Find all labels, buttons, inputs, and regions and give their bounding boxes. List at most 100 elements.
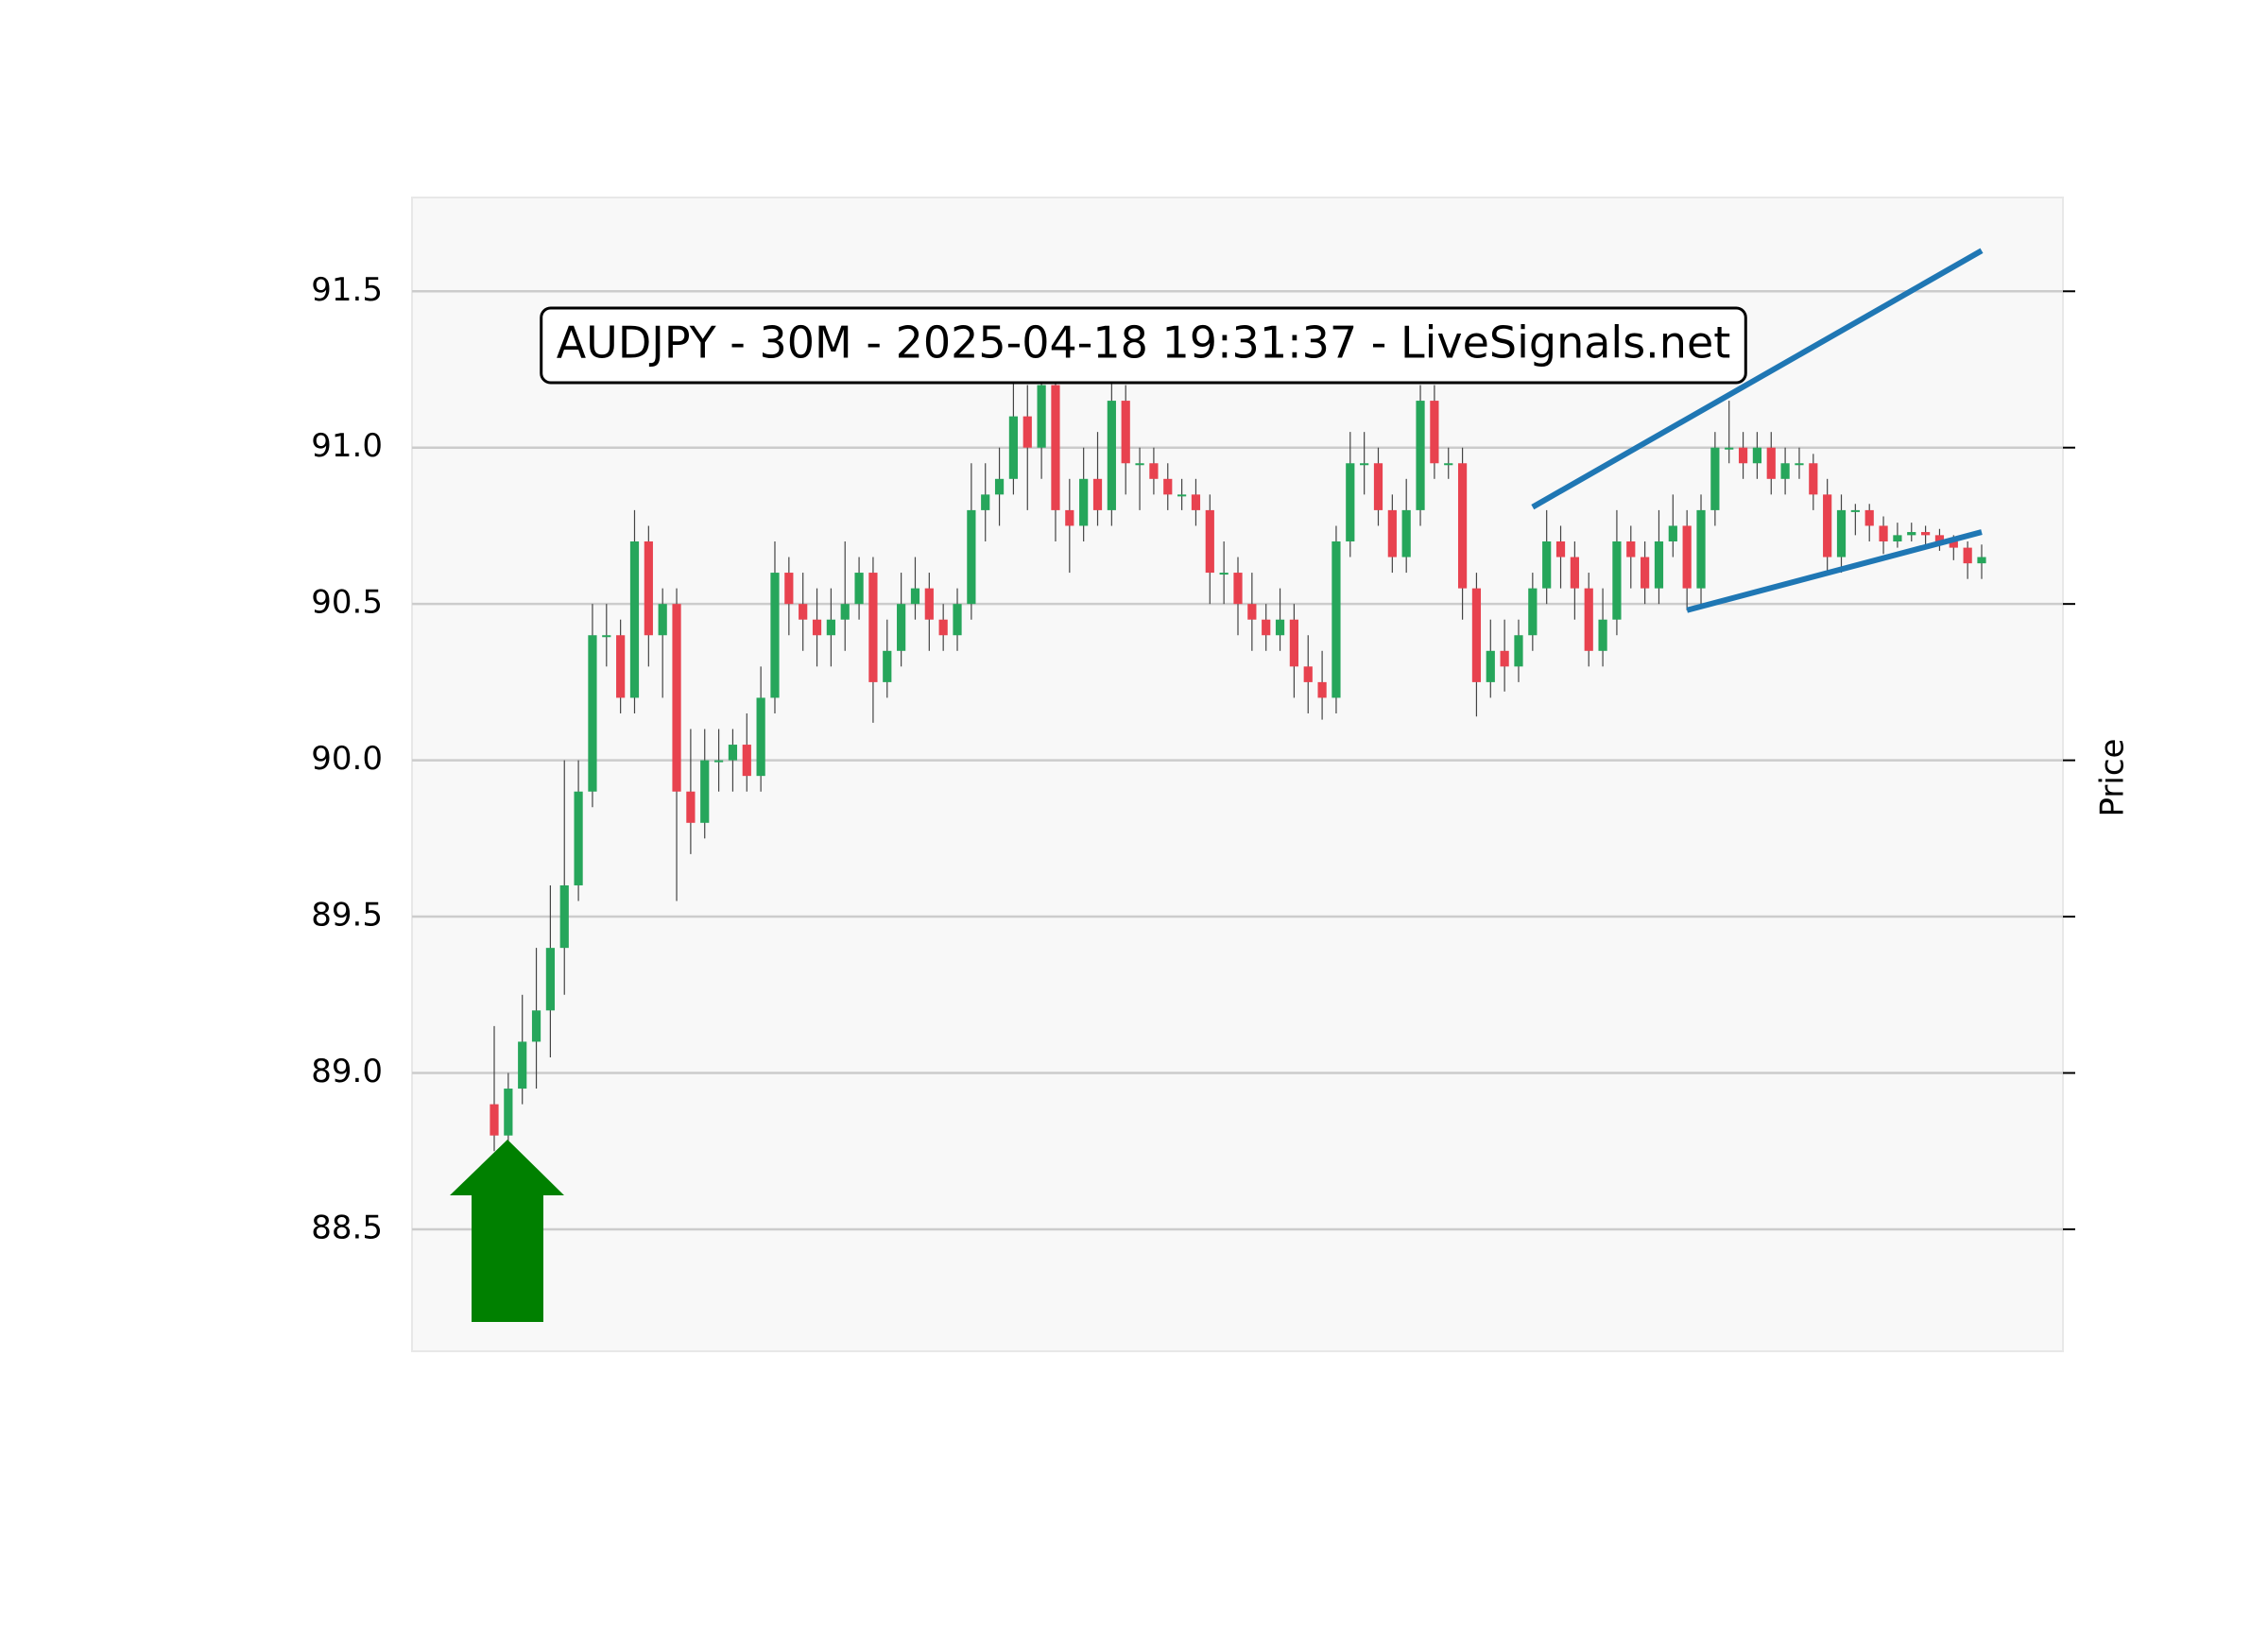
signal-arrow (450, 1140, 564, 1322)
candle-body (1346, 463, 1355, 541)
candle-body (1360, 463, 1369, 466)
candle-body (545, 948, 555, 1011)
candle-body (1500, 650, 1509, 667)
candle-body (1879, 525, 1888, 541)
candle-body (518, 1041, 527, 1090)
candle-body (1584, 588, 1593, 651)
candle-body (1373, 463, 1383, 510)
candle-body (1262, 619, 1271, 636)
candle-body (1092, 478, 1103, 510)
candle-body (1809, 463, 1818, 495)
candle-body (559, 884, 569, 949)
title-box: AUDJPY - 30M - 2025-04-18 19:31:37 - Liv… (540, 306, 1747, 385)
candle-body (1682, 525, 1692, 589)
candle-body (504, 1089, 513, 1136)
trendline (1531, 248, 1984, 510)
candle-body (897, 604, 906, 651)
candle-body (1457, 463, 1468, 589)
candle-body (1850, 509, 1860, 512)
candle-body (1963, 547, 1972, 564)
candle-body (1598, 619, 1607, 651)
candle-body (1907, 532, 1916, 536)
candle-body (1303, 666, 1313, 682)
candle-body (953, 604, 962, 636)
candle-body (1864, 509, 1874, 526)
y-tick-label: 89.5 (311, 897, 383, 935)
candle-body (1893, 535, 1902, 541)
candle-body (1219, 573, 1228, 575)
candle-body (700, 760, 710, 823)
candle-body (1079, 478, 1089, 526)
chart-title: AUDJPY - 30M - 2025-04-18 19:31:37 - Liv… (557, 317, 1731, 369)
trendline (1686, 529, 1983, 613)
candle-body (1387, 509, 1397, 558)
candle-body (1205, 509, 1214, 574)
candle-body (1486, 650, 1495, 682)
candle-body (799, 604, 808, 620)
candle-body (686, 791, 696, 823)
y-axis-label: Price (2094, 739, 2132, 817)
candle-body (994, 478, 1005, 495)
candle-body (588, 635, 597, 792)
candle-body (574, 791, 583, 885)
candle-body (1471, 588, 1482, 682)
grid: 88.5 89.0 89.5 90.0 90.5 91.0 91.5 (311, 271, 2075, 1246)
candle-body (672, 604, 681, 792)
candle-body (1949, 540, 1958, 548)
candle-body (1766, 447, 1776, 479)
y-tick-label: 91.5 (311, 271, 383, 309)
y-tick-label: 90.5 (311, 584, 383, 622)
y-tick-label: 89.0 (311, 1053, 383, 1090)
candle-body (938, 619, 948, 636)
candle-body (1163, 478, 1173, 495)
candle-body (1977, 557, 1986, 564)
candle-body (868, 573, 878, 682)
candle-body (967, 509, 976, 605)
candle-body (1725, 447, 1734, 450)
candle-body (854, 573, 864, 605)
candle-body (1921, 532, 1931, 536)
candle-body (1570, 557, 1579, 589)
candle-body (1317, 681, 1327, 698)
title-frame (540, 306, 1747, 385)
candle-body (784, 573, 794, 605)
candle-body (1401, 509, 1411, 558)
candle-body (658, 604, 667, 636)
candle-body (1247, 604, 1257, 620)
candle-body (1823, 494, 1832, 558)
candle-body (1641, 557, 1650, 589)
candle-body (1008, 416, 1019, 479)
candle-body (1289, 619, 1298, 667)
candle-body (910, 588, 920, 605)
candle-body (1542, 540, 1552, 589)
candle-body (1626, 540, 1636, 558)
candle-body (883, 650, 892, 682)
candle-body (1416, 401, 1425, 510)
candles (490, 353, 1986, 1152)
candle-body (1696, 509, 1706, 589)
candle-body (1555, 540, 1566, 558)
candle-body (1051, 385, 1060, 510)
candle-body (1836, 509, 1847, 558)
candle-body (602, 635, 611, 638)
candle-body (1514, 635, 1523, 667)
candle-body (644, 540, 653, 636)
candle-body (1177, 494, 1187, 497)
candle-body (629, 540, 640, 698)
candle-body (840, 604, 850, 620)
candle-body (1710, 447, 1720, 510)
candle-body (1528, 588, 1538, 636)
candle-body (1668, 525, 1677, 541)
candle-body (713, 760, 724, 763)
candle-body (1233, 573, 1243, 605)
candle-body (812, 619, 822, 636)
candle-body (1780, 463, 1790, 479)
candle-body (1037, 385, 1046, 448)
candle-body (1444, 463, 1453, 466)
y-tick-label: 90.0 (311, 740, 383, 778)
candle-body (1191, 494, 1201, 510)
plot-area (411, 197, 2064, 1352)
candle-body (490, 1104, 499, 1136)
candle-body (1752, 447, 1762, 464)
